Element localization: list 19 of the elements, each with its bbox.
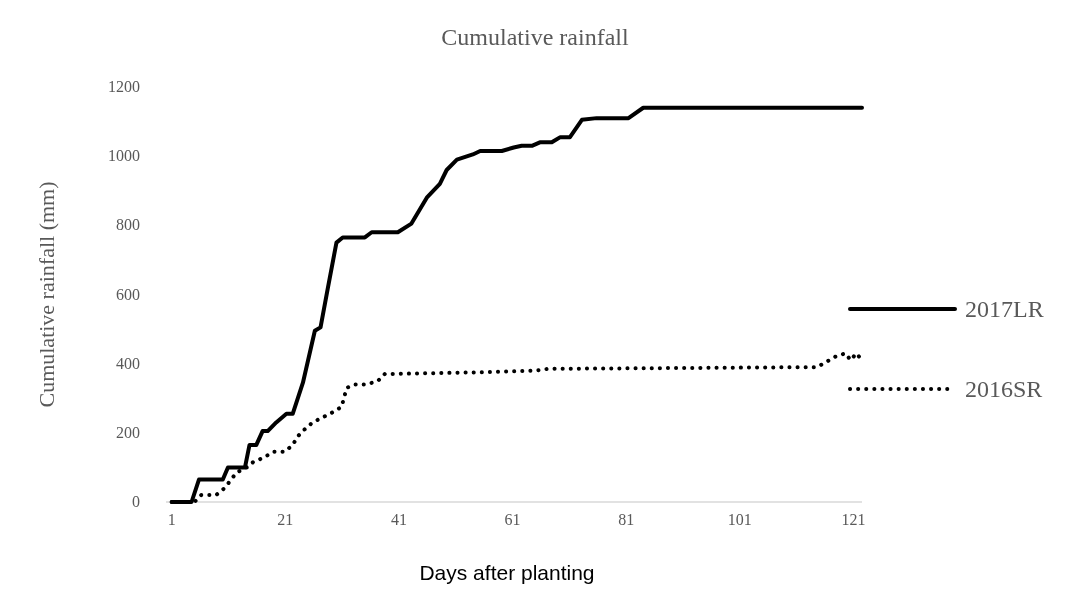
y-tick-label: 600	[116, 285, 140, 303]
x-tick-label: 61	[504, 511, 521, 528]
x-axis-title: Days after planting	[419, 561, 595, 584]
y-tick-label: 400	[116, 354, 140, 372]
x-tick-label: 21	[277, 511, 294, 528]
y-tick-label: 1000	[108, 147, 140, 165]
chart-title: Cumulative rainfall	[441, 24, 629, 50]
y-tick-label: 1200	[108, 78, 140, 95]
y-tick-label: 0	[132, 493, 140, 510]
y-axis-title: Cumulative rainfall (mm)	[34, 181, 59, 408]
x-tick-label: 81	[618, 511, 635, 528]
y-tick-label: 200	[116, 423, 140, 441]
legend-label: 2016SR	[965, 376, 1043, 402]
y-tick-label: 800	[116, 216, 140, 234]
legend-label: 2017LR	[965, 296, 1044, 322]
x-tick-label: 101	[727, 511, 752, 528]
x-tick-label: 41	[390, 511, 407, 528]
x-tick-label: 121	[841, 511, 866, 528]
x-tick-label: 1	[167, 511, 176, 528]
